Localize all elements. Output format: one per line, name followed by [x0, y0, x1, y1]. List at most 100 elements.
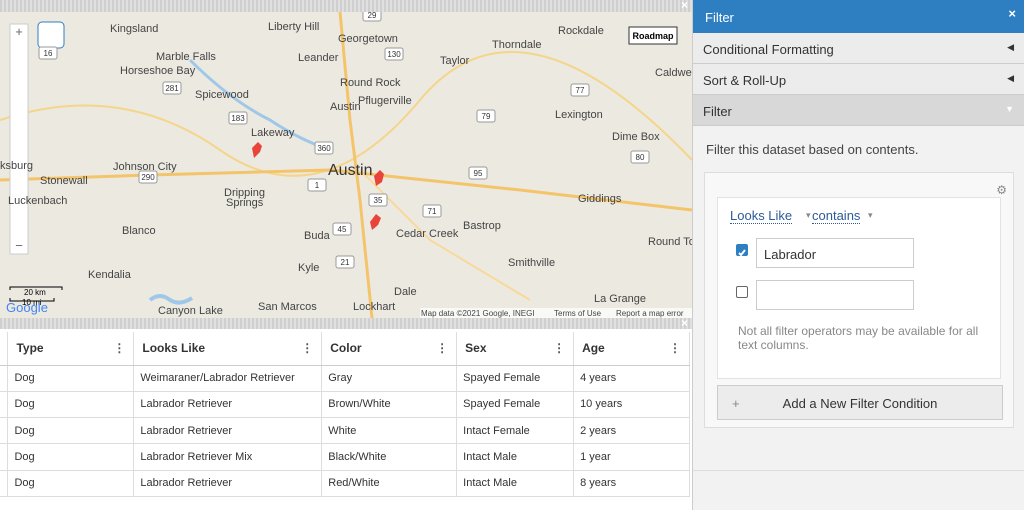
table-cell: Spayed Female — [456, 391, 575, 419]
sidebar-header: Filter × — [693, 0, 1024, 33]
place-label: Giddings — [578, 193, 622, 205]
scale-mi: 10 mi — [22, 298, 42, 307]
highway-number: 21 — [341, 258, 350, 267]
place-label: Lakeway — [251, 127, 295, 139]
table-row: Dog Labrador Retriever Red/White Intact Mal… — [0, 470, 690, 497]
table-cell: Red/White — [321, 470, 458, 497]
highway-shield — [570, 83, 590, 97]
place-label: Dripping — [224, 187, 265, 199]
column-menu[interactable]: ⋮ — [113, 341, 126, 355]
column-title: Age — [582, 341, 605, 356]
highway-number: 360 — [317, 144, 331, 153]
highway-number: 45 — [338, 225, 347, 234]
place-label: Taylor — [440, 55, 470, 67]
table-row: Dog Labrador Retriever Mix Black/White Inta… — [0, 443, 690, 471]
zoom-control[interactable]: + − — [9, 23, 29, 255]
checkbox[interactable] — [736, 286, 748, 298]
highway-shield — [307, 178, 327, 192]
section[interactable]: Conditional Formatting ◀ — [693, 33, 1024, 64]
table-cell: Intact Male — [456, 470, 575, 497]
table-cell: 2 years — [573, 417, 690, 445]
row-gutter — [0, 417, 9, 445]
table-cell: Gray — [321, 365, 458, 392]
highway-number: 95 — [474, 169, 483, 178]
highway-number: 80 — [636, 153, 645, 162]
add-label[interactable]: Add a New Filter Condition — [782, 396, 938, 411]
section[interactable]: Filter ▼ — [693, 95, 1024, 126]
place-label: Kyle — [298, 262, 319, 274]
table-cell: Brown/White — [321, 391, 458, 419]
highway-shield — [335, 255, 355, 269]
place-label: Spicewood — [195, 89, 249, 101]
highway-number: 79 — [482, 112, 491, 121]
table-cell: Spayed Female — [456, 365, 575, 392]
place-label: Lexington — [555, 109, 603, 121]
roadmap-label[interactable]: Roadmap — [632, 31, 674, 41]
report-link[interactable]: Report a map error — [616, 309, 684, 318]
column-menu[interactable]: ⋮ — [669, 341, 681, 355]
column-select[interactable]: Looks Like — [730, 208, 793, 224]
value-input[interactable] — [756, 280, 914, 310]
roadmap-button[interactable] — [628, 26, 678, 45]
section-title[interactable]: Filter — [703, 104, 732, 119]
place-label: Liberty Hill — [268, 21, 319, 33]
place-label: Horseshoe Bay — [120, 65, 196, 77]
column-title: Type — [16, 341, 44, 356]
map-toolbar: × — [0, 0, 692, 12]
place-label: Round Rock — [340, 77, 401, 89]
table-cell: Dog — [7, 365, 135, 392]
highway-number: 71 — [428, 207, 437, 216]
close[interactable]: × — [680, 0, 688, 12]
place-label: Georgetown — [338, 33, 398, 45]
locate-button[interactable] — [37, 21, 65, 49]
place-label: Kingsland — [110, 23, 158, 35]
table-cell: Dog — [7, 391, 135, 419]
place-label: Kendalia — [88, 269, 132, 281]
place-label: Buda — [304, 230, 331, 242]
section-title[interactable]: Sort & Roll-Up — [703, 73, 787, 88]
table-cell: White — [321, 417, 458, 445]
svg-text:+: + — [15, 24, 23, 39]
table-cell: Labrador Retriever — [133, 470, 323, 497]
place-label: Caldwell — [655, 67, 692, 79]
checkbox[interactable] — [736, 244, 748, 257]
highway-number: 29 — [368, 11, 377, 20]
table-cell: Dog — [7, 470, 135, 497]
table-row: Dog Labrador Retriever White Intact Female 2… — [0, 417, 690, 445]
sidebar: Filter × Conditional Formatting ◀ Sort & R… — [692, 0, 1024, 510]
place-label: San Marcos — [258, 301, 317, 313]
table-cell: Labrador Retriever Mix — [133, 443, 323, 471]
place-label: Round Top — [648, 236, 692, 248]
column-menu[interactable]: ⋮ — [436, 341, 449, 355]
column-menu[interactable]: ⋮ — [301, 341, 314, 355]
svg-text:−: − — [15, 238, 23, 253]
city-label: Austin — [328, 162, 372, 179]
highway-shield — [162, 81, 182, 95]
row-gutter — [0, 365, 9, 392]
place-label: Cedar Creek — [396, 228, 459, 240]
highway-shield — [384, 47, 404, 61]
terms-link[interactable]: Terms of Use — [554, 309, 602, 318]
value-input[interactable]: Labrador — [756, 238, 914, 268]
close[interactable]: × — [680, 316, 688, 330]
table-cell: 4 years — [573, 365, 690, 392]
operator-select[interactable]: contains — [812, 208, 861, 224]
highway-number: 290 — [141, 173, 155, 182]
highway-shield — [332, 222, 352, 236]
column-header: Age ⋮ — [573, 332, 690, 366]
place-label: Bastrop — [463, 220, 501, 232]
highway-number: 281 — [165, 84, 179, 93]
column-title: Sex — [465, 341, 487, 356]
highway-shield — [138, 170, 158, 184]
highway-number: 16 — [44, 49, 53, 58]
column-header: Type ⋮ — [7, 332, 135, 366]
place-label: Luckenbach — [8, 195, 67, 207]
section-title[interactable]: Conditional Formatting — [703, 42, 834, 57]
add-condition-button[interactable]: + Add a New Filter Condition — [717, 385, 1003, 420]
highway-shield — [368, 193, 388, 207]
place-label: Dime Box — [612, 131, 660, 143]
column-menu[interactable]: ⋮ — [553, 341, 566, 355]
section[interactable]: Sort & Roll-Up ◀ — [693, 64, 1024, 95]
map: + − Roadmap Map data ©2021 Google, INEGI… — [0, 8, 692, 318]
